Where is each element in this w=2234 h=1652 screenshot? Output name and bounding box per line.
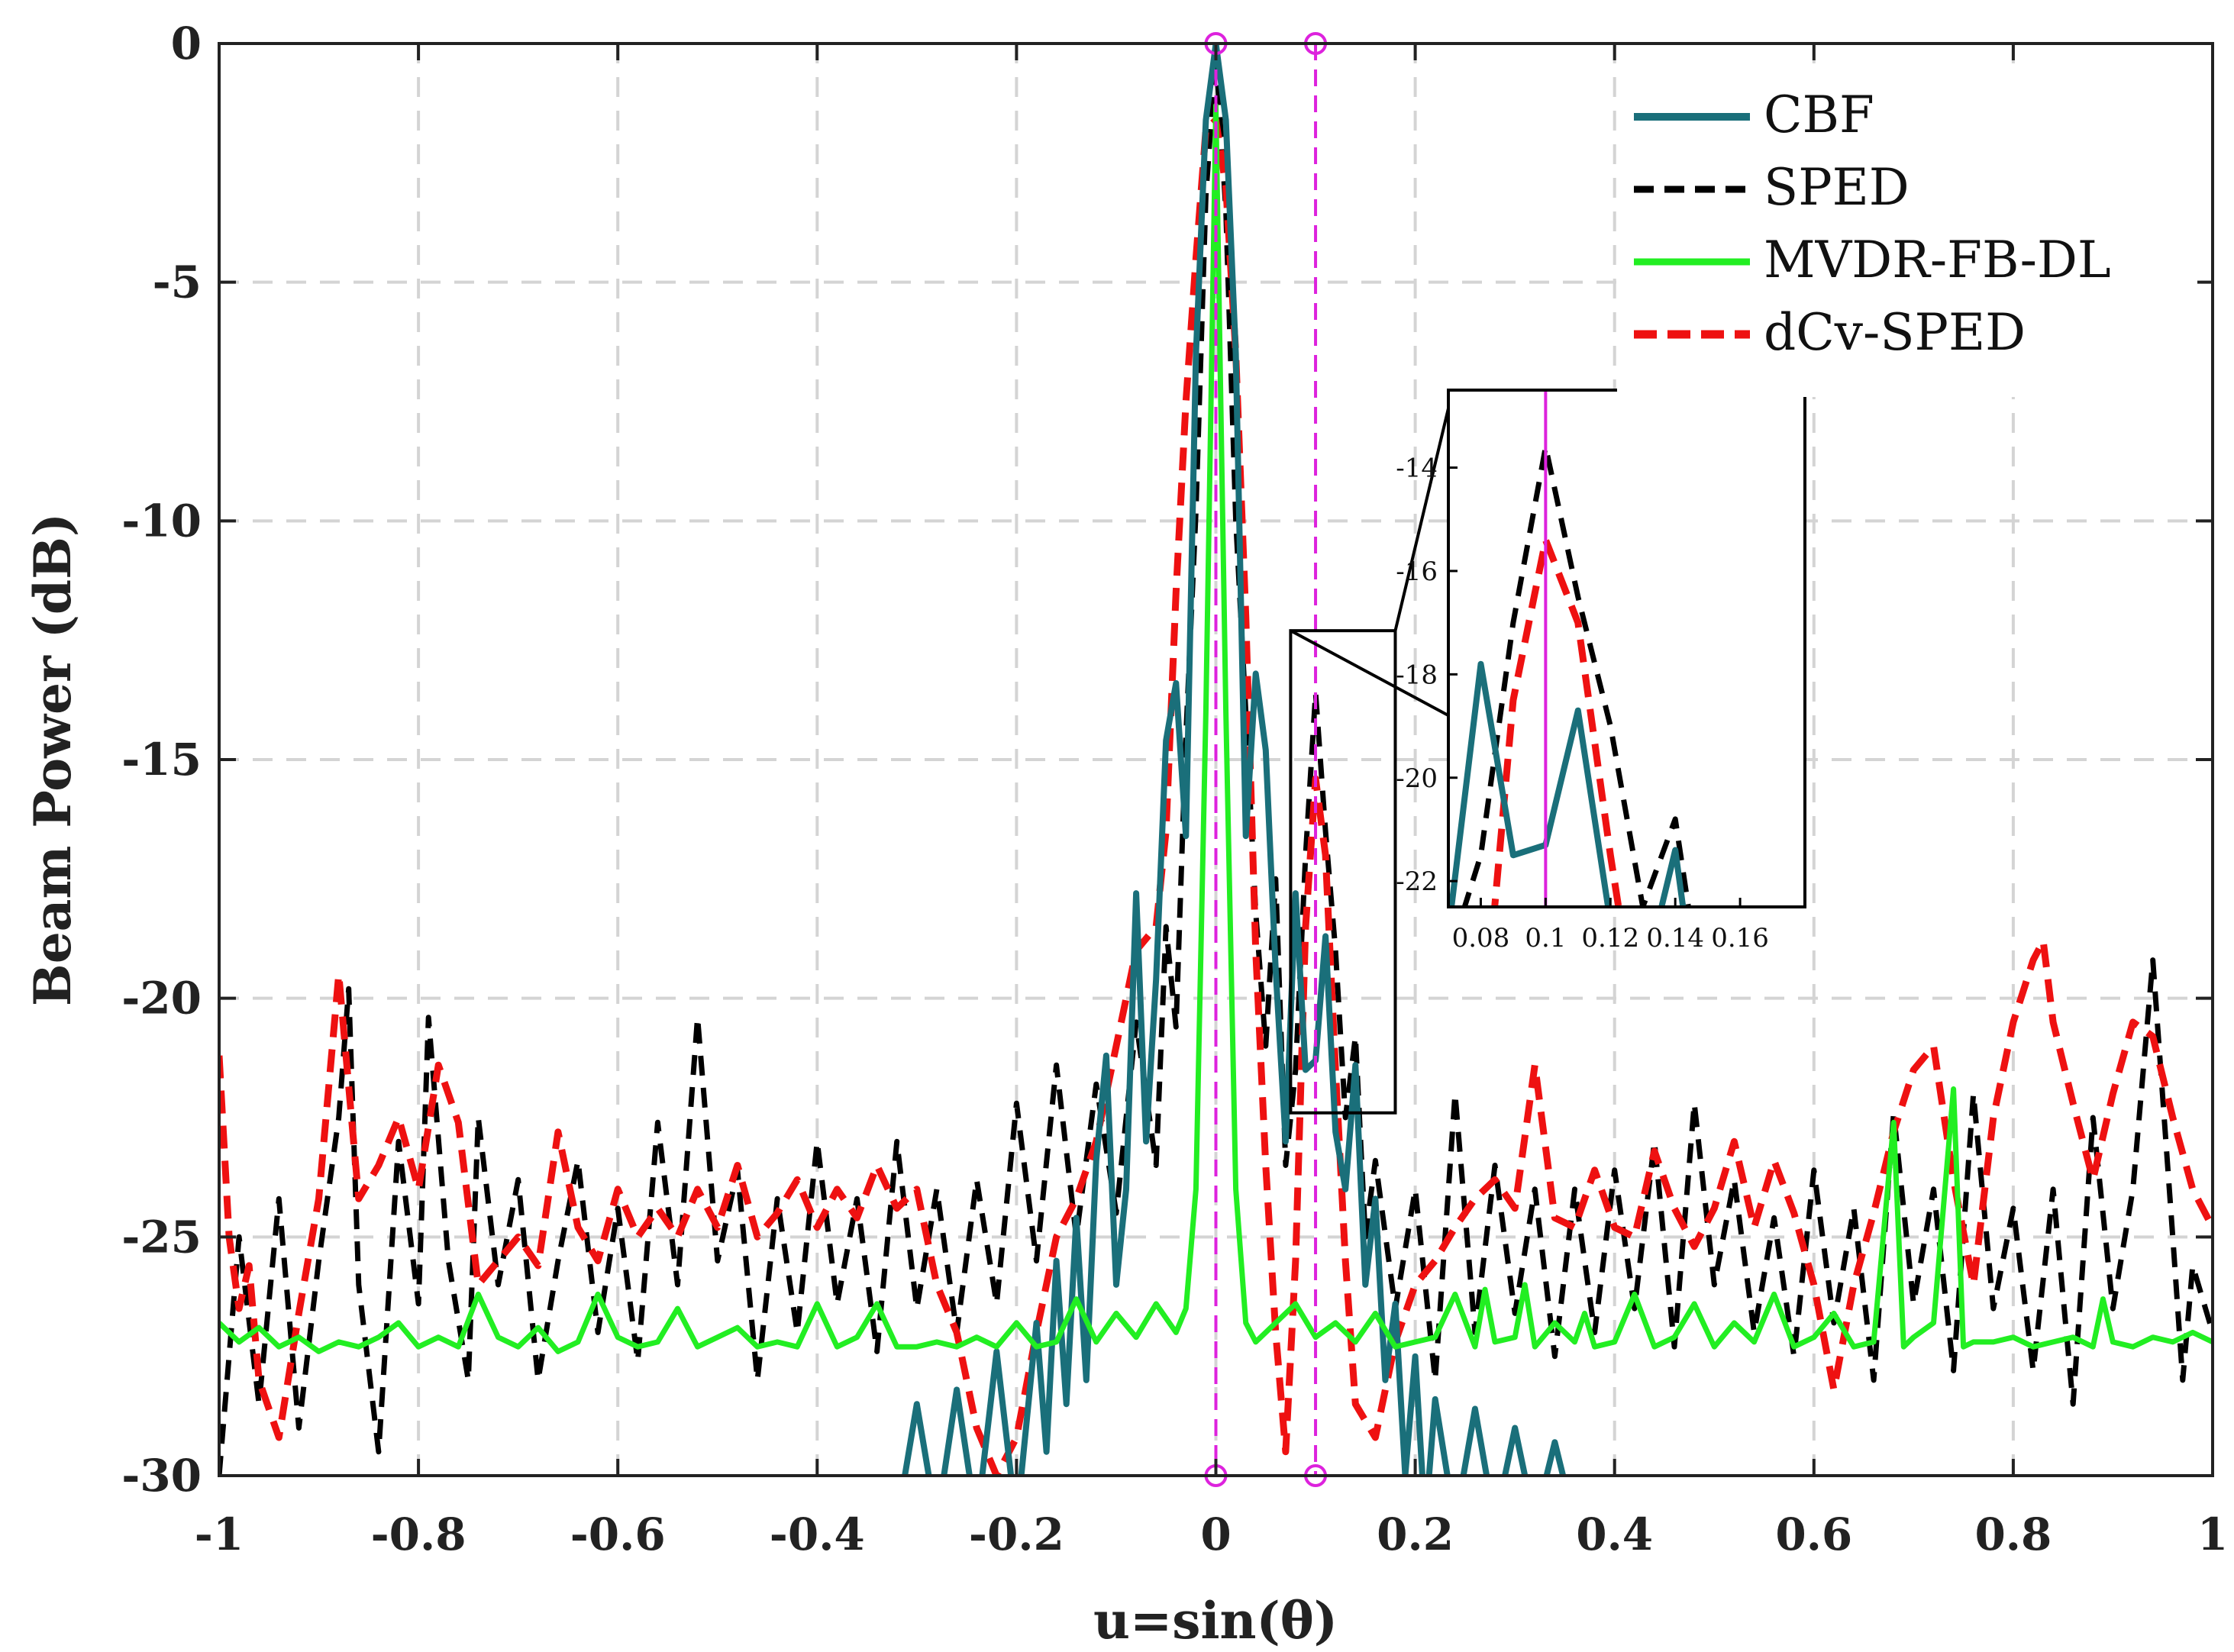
zoom-source-box [1289,629,1397,1115]
zoom-connector-top [1393,408,1450,631]
legend-label-sped: SPED [1764,158,1910,217]
inset-x-tick-label: 0.14 [1646,923,1704,953]
x-tick-label: -0.8 [371,1508,466,1560]
legend-label-dcv-sped: dCv-SPED [1764,303,2026,362]
x-tick-label: 1 [2197,1508,2228,1560]
y-tick-label: -15 [121,734,202,786]
inset-y-tick-label: -20 [1396,763,1438,794]
inset-series-line-sped [1461,444,1691,907]
y-axis-title: Beam Power (dB) [23,513,82,1006]
x-tick-label: 0 [1200,1508,1231,1560]
inset-series-line-cbf [1448,660,1687,907]
x-axis-title: u=sin(θ) [1093,1591,1338,1650]
y-tick-label: -10 [121,495,202,547]
y-tick-label: -5 [153,257,202,308]
legend: CBF SPED MVDR-FB-DL dCv-SPED [1617,69,2197,397]
inset-series-line-dcv-sped [1491,536,1622,907]
inset-x-tick-label: 0.12 [1581,923,1639,953]
axis-ticks: -1 -0.8 -0.6 -0.4 -0.2 0 0.2 0.4 0.6 0.8 1 0 -5 -10 -1… [121,18,2228,1560]
series-line-sped [219,50,2213,1476]
y-tick-label: -25 [121,1211,202,1263]
inset-plot: 0.08 0.1 0.12 0.14 0.16 -14 -16 -18 -20 -22 [1396,389,1806,953]
inset-series [1448,444,1691,907]
legend-label-cbf: CBF [1764,86,1874,144]
x-tick-label: -0.2 [969,1508,1064,1560]
inset-x-tick-label: 0.1 [1525,923,1566,953]
x-tick-label: 0.8 [1974,1508,2052,1560]
legend-background [1617,69,2197,397]
inset-x-tick-label: 0.16 [1711,923,1769,953]
inset-y-tick-label: -18 [1396,660,1438,690]
x-tick-label: 0.2 [1377,1508,1454,1560]
series-line-cbf [902,44,1567,1476]
y-tick-label: -30 [121,1450,202,1502]
plot-series [219,44,2213,1476]
x-tick-label: -1 [195,1508,244,1560]
x-tick-label: 0.4 [1576,1508,1653,1560]
x-tick-label: 0.6 [1775,1508,1852,1560]
y-tick-label: 0 [171,18,202,69]
inset-y-tick-label: -16 [1396,557,1438,587]
inset-y-tick-label: -22 [1396,866,1438,897]
x-tick-label: -0.4 [770,1508,865,1560]
legend-label-mvdr-fb-dl: MVDR-FB-DL [1764,231,2111,289]
inset-x-tick-label: 0.08 [1452,923,1510,953]
inset-y-tick-label: -14 [1396,453,1438,484]
series-line-mvdr-fb-dl [219,102,2213,1354]
x-tick-label: -0.6 [570,1508,666,1560]
y-tick-label: -20 [121,973,202,1024]
